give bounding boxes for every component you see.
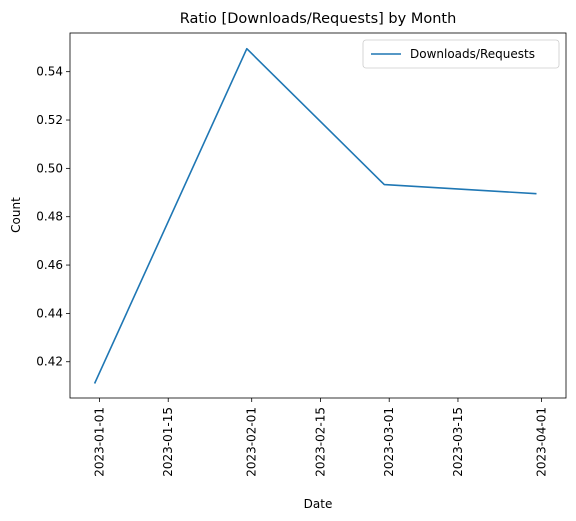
x-tick-label: 2023-01-01 [92,407,106,477]
y-tick-label: 0.50 [36,161,63,175]
x-axis-label: Date [304,497,333,511]
y-tick-label: 0.52 [36,113,63,127]
y-tick-label: 0.44 [36,306,63,320]
chart-title: Ratio [Downloads/Requests] by Month [180,11,457,27]
y-tick-label: 0.54 [36,65,63,79]
x-axis-ticks: 2023-01-01 2023-01-15 2023-02-01 2023-02-15… [92,398,548,477]
x-tick-label: 2023-04-01 [534,407,548,477]
x-tick-label: 2023-03-01 [382,407,396,477]
x-tick-label: 2023-02-01 [245,407,259,477]
plot-frame [69,32,567,399]
x-tick-label: 2023-01-15 [161,407,175,477]
y-tick-label: 0.46 [36,258,63,272]
y-tick-label: 0.42 [36,355,63,369]
y-tick-label: 0.48 [36,210,63,224]
y-axis-label: Count [9,197,23,233]
x-tick-label: 2023-03-15 [451,407,465,477]
series-layer [93,47,537,384]
legend-box [362,39,560,69]
legend-label: Downloads/Requests [410,47,535,61]
series-line-0 [93,47,537,384]
legend: Downloads/Requests [362,39,560,69]
y-axis-ticks: 0.42 0.44 0.46 0.48 0.50 0.52 0.54 [36,65,70,369]
x-tick-label: 2023-02-15 [313,407,327,477]
